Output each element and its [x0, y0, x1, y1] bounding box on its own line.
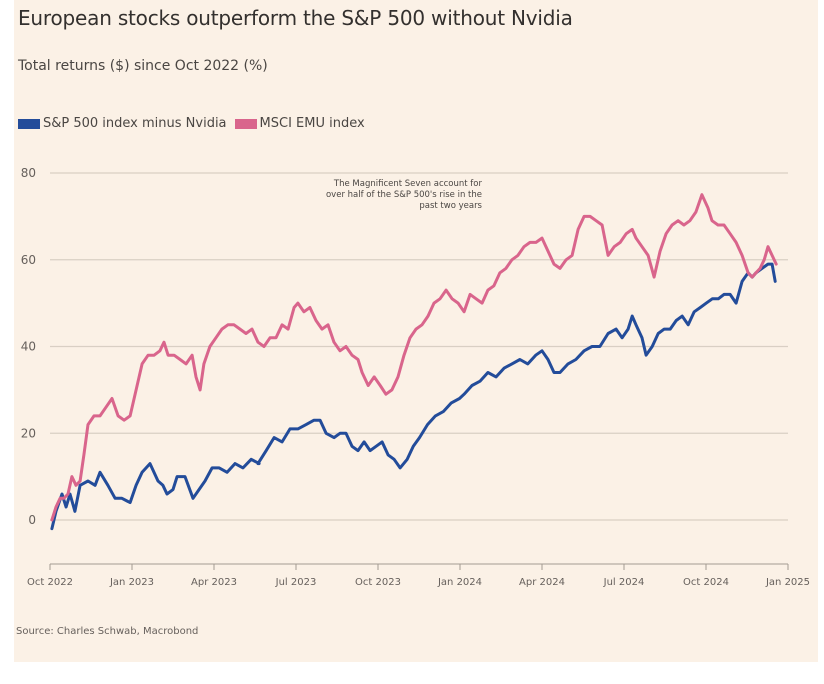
x-tick-label: Jul 2024 [603, 577, 645, 588]
legend-item-msci-emu: MSCI EMU index [234, 116, 365, 131]
chart-subtitle: Total returns ($) since Oct 2022 (%) [18, 58, 268, 74]
source-note: Source: Charles Schwab, Macrobond [16, 626, 199, 637]
annotation-line: over half of the S&P 500's rise in the [326, 190, 482, 200]
x-tick-label: Apr 2024 [519, 577, 565, 588]
x-tick-label: Oct 2022 [27, 577, 73, 588]
legend-swatch-sp500 [18, 118, 40, 129]
x-tick-label: Jan 2023 [109, 577, 154, 588]
gridlines [50, 172, 788, 521]
y-tick-label-0: 0 [28, 513, 36, 527]
y-tick-label-60: 60 [21, 253, 36, 267]
x-axis: Oct 2022 Jan 2023 Apr 2023 Jul 2023 Oct 2023… [27, 563, 810, 588]
legend: S&P 500 index minus Nvidia MSCI EMU inde… [18, 116, 373, 131]
series-line-sp500-minus-nvidia [50, 262, 777, 531]
x-tick-label: Apr 2023 [191, 577, 237, 588]
x-tick-label: Oct 2024 [683, 577, 729, 588]
y-axis: 0 20 40 60 80 [21, 166, 36, 527]
annotation-line: The Magnificent Seven account for [333, 179, 483, 189]
annotation-line: past two years [419, 201, 482, 211]
legend-swatch-msci-emu [234, 118, 257, 129]
x-tick-label: Oct 2023 [355, 577, 401, 588]
chart-title: European stocks outperform the S&P 500 w… [18, 6, 573, 30]
x-tick-label: Jul 2023 [275, 577, 317, 588]
legend-label-sp500: S&P 500 index minus Nvidia [43, 116, 227, 131]
legend-label-msci-emu: MSCI EMU index [259, 116, 365, 131]
x-tick-label: Jan 2025 [765, 577, 810, 588]
legend-item-sp500: S&P 500 index minus Nvidia [18, 116, 227, 131]
y-tick-label-40: 40 [21, 340, 36, 354]
series-line-msci-emu [50, 193, 778, 522]
series-lines [50, 193, 778, 531]
y-tick-label-20: 20 [21, 426, 36, 440]
x-tick-label: Jan 2024 [437, 577, 482, 588]
y-tick-label-80: 80 [21, 166, 36, 180]
